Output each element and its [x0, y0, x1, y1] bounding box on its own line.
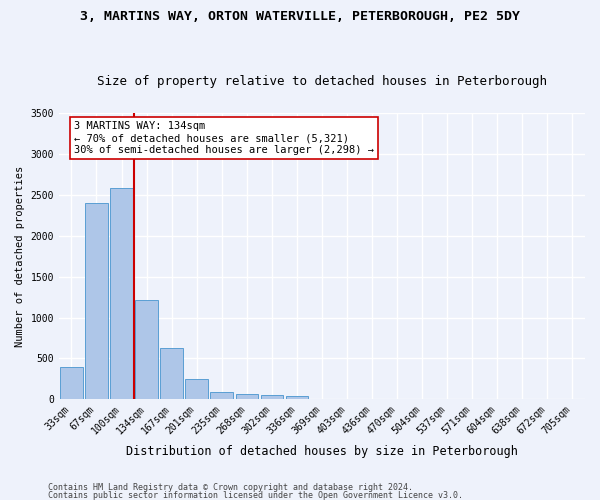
- Bar: [211, 392, 233, 400]
- Text: Contains HM Land Registry data © Crown copyright and database right 2024.: Contains HM Land Registry data © Crown c…: [48, 484, 413, 492]
- Bar: [85, 203, 108, 400]
- Y-axis label: Number of detached properties: Number of detached properties: [15, 166, 25, 347]
- Bar: [236, 394, 258, 400]
- Title: Size of property relative to detached houses in Peterborough: Size of property relative to detached ho…: [97, 76, 547, 88]
- Text: 3 MARTINS WAY: 134sqm
← 70% of detached houses are smaller (5,321)
30% of semi-d: 3 MARTINS WAY: 134sqm ← 70% of detached …: [74, 122, 374, 154]
- Bar: [60, 368, 83, 400]
- Text: 3, MARTINS WAY, ORTON WATERVILLE, PETERBOROUGH, PE2 5DY: 3, MARTINS WAY, ORTON WATERVILLE, PETERB…: [80, 10, 520, 23]
- Bar: [286, 396, 308, 400]
- Bar: [110, 188, 133, 400]
- Bar: [260, 395, 283, 400]
- Bar: [185, 379, 208, 400]
- X-axis label: Distribution of detached houses by size in Peterborough: Distribution of detached houses by size …: [126, 444, 518, 458]
- Bar: [160, 348, 183, 400]
- Bar: [136, 300, 158, 400]
- Text: Contains public sector information licensed under the Open Government Licence v3: Contains public sector information licen…: [48, 490, 463, 500]
